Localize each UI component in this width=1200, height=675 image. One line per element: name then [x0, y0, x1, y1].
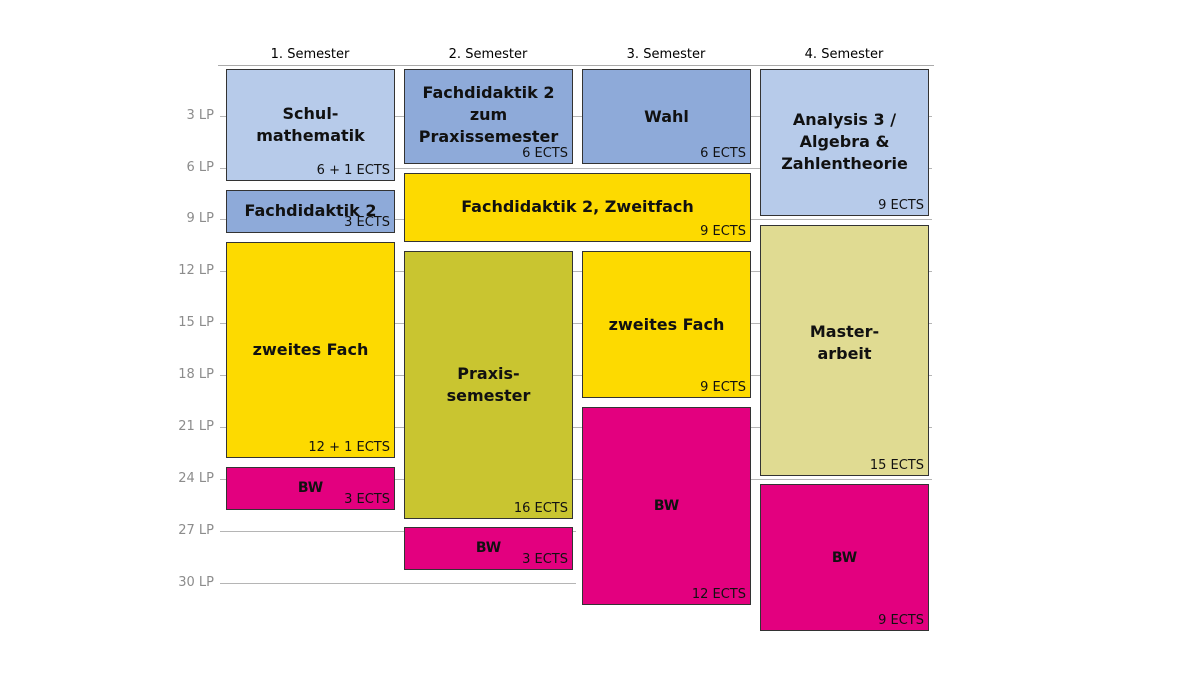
module-bw-sem4: BW 9 ECTS — [760, 484, 929, 631]
semester-header-4: 4. Semester — [804, 47, 884, 62]
module-zweites-fach-sem3: zweites Fach 9 ECTS — [582, 251, 751, 398]
lp-label-3: 3 LP — [186, 108, 215, 123]
semester-header-2: 2. Semester — [448, 47, 528, 62]
grid-line-6lp — [220, 168, 932, 169]
lp-label-12: 12 LP — [178, 263, 214, 278]
grid-line-18lp — [220, 375, 932, 376]
module-fachdidaktik-2: Fachdidaktik 2 3 ECTS — [226, 190, 395, 233]
module-title: Praxis- semester — [446, 364, 531, 405]
header-rule — [218, 65, 934, 66]
module-ects: 6 ECTS — [700, 146, 746, 161]
module-title: Master- arbeit — [809, 322, 880, 364]
semester-header-3: 3. Semester — [626, 47, 706, 62]
grid-line-15lp — [220, 323, 932, 324]
module-title: Analysis 3 / Algebra & Zahlentheorie — [781, 110, 908, 173]
module-schulmathematik: Schul- mathematik 6 + 1 ECTS — [226, 69, 395, 181]
module-ects: 9 ECTS — [878, 613, 924, 628]
module-ects: 3 ECTS — [344, 492, 390, 507]
lp-label-9: 9 LP — [186, 211, 215, 226]
module-masterarbeit: Master- arbeit 15 ECTS — [760, 225, 929, 476]
module-title: BW — [297, 480, 324, 496]
module-ects: 12 + 1 ECTS — [308, 440, 390, 455]
module-bw-sem3: BW 12 ECTS — [582, 407, 751, 605]
module-title: zweites Fach — [608, 314, 725, 334]
module-ects: 6 ECTS — [522, 146, 568, 161]
module-praxissemester: Praxis- semester 16 ECTS — [404, 251, 573, 519]
module-title: Fachdidaktik 2 zum Praxissemester — [418, 83, 559, 146]
grid-line-24lp — [220, 479, 932, 480]
module-title: BW — [831, 549, 858, 566]
lp-label-15: 15 LP — [178, 315, 214, 330]
module-zweites-fach-sem1: zweites Fach 12 + 1 ECTS — [226, 242, 395, 458]
module-ects: 15 ECTS — [869, 458, 924, 473]
module-ects: 9 ECTS — [700, 380, 746, 395]
lp-label-27: 27 LP — [178, 523, 214, 538]
grid-line-21lp — [220, 427, 932, 428]
grid-line-30lp — [220, 583, 576, 584]
module-wahl: Wahl 6 ECTS — [582, 69, 751, 164]
lp-label-24: 24 LP — [178, 471, 214, 486]
module-fachdidaktik-zweitfach: Fachdidaktik 2, Zweitfach 9 ECTS — [404, 173, 751, 242]
grid-line-12lp — [220, 271, 932, 272]
module-bw-sem1: BW 3 ECTS — [226, 467, 395, 510]
lp-label-21: 21 LP — [178, 419, 214, 434]
module-ects: 3 ECTS — [344, 215, 390, 230]
module-title: zweites Fach — [252, 340, 369, 359]
grid-line-3lp — [220, 116, 932, 117]
module-title: BW — [653, 498, 680, 514]
module-analysis-algebra: Analysis 3 / Algebra & Zahlentheorie 9 E… — [760, 69, 929, 216]
module-ects: 9 ECTS — [878, 198, 924, 213]
lp-label-30: 30 LP — [178, 575, 214, 590]
module-title: Fachdidaktik 2, Zweitfach — [461, 197, 694, 216]
module-bw-sem2: BW 3 ECTS — [404, 527, 573, 570]
module-title: BW — [475, 540, 502, 556]
module-ects: 12 ECTS — [691, 587, 746, 602]
module-title: Wahl — [644, 107, 689, 126]
module-ects: 6 + 1 ECTS — [316, 163, 390, 178]
module-ects: 3 ECTS — [522, 552, 568, 567]
module-ects: 9 ECTS — [700, 224, 746, 239]
grid-line-27lp — [220, 531, 576, 532]
module-fachdidaktik-praxissemester: Fachdidaktik 2 zum Praxissemester 6 ECTS — [404, 69, 573, 164]
module-ects: 16 ECTS — [513, 501, 568, 516]
lp-label-18: 18 LP — [178, 367, 214, 382]
lp-label-6: 6 LP — [186, 160, 215, 175]
module-title: Schul- mathematik — [256, 104, 365, 145]
module-title: Fachdidaktik 2 — [244, 201, 377, 220]
semester-header-1: 1. Semester — [270, 47, 350, 62]
